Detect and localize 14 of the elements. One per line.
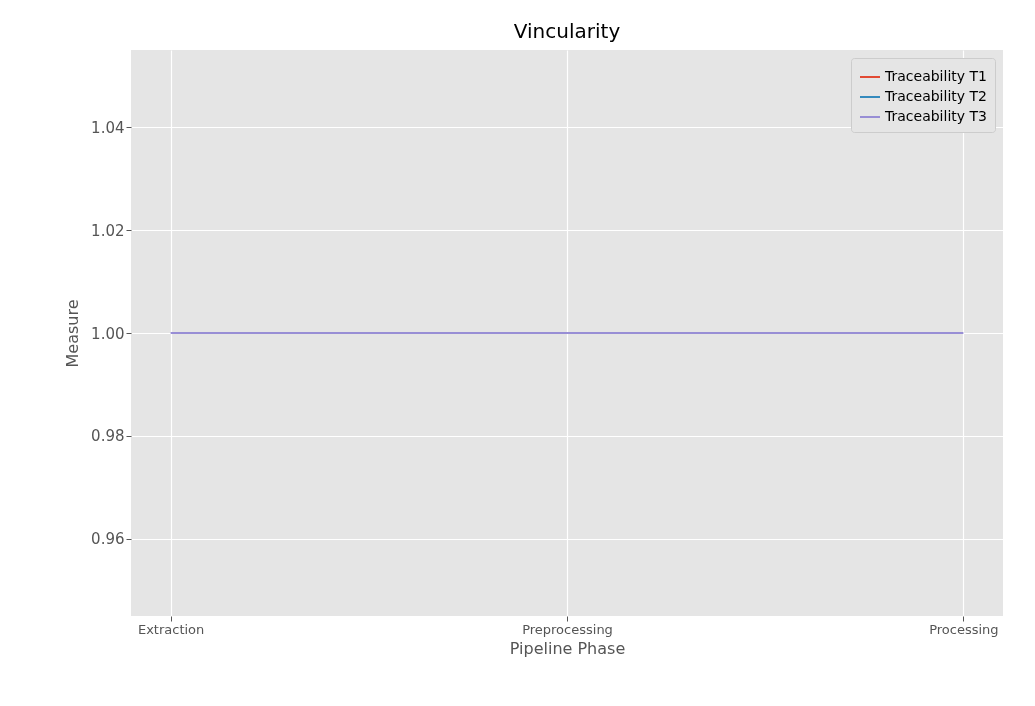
y-tick-label: 1.02 — [91, 221, 125, 240]
x-tick-label: Preprocessing — [522, 621, 613, 637]
y-tick-label: 0.98 — [91, 427, 125, 446]
x-axis-title: Pipeline Phase — [509, 638, 626, 658]
y-tick-label: 0.96 — [91, 530, 125, 549]
y-tick-label: 1.00 — [91, 324, 125, 343]
x-tick-label: Processing — [929, 621, 999, 637]
chart-title: Vincularity — [513, 19, 621, 43]
x-tick-label: Extraction — [137, 621, 205, 637]
y-tick-label: 1.04 — [91, 118, 125, 137]
y-axis-title: Measure — [63, 299, 83, 368]
legend-label: Traceability T1 — [884, 68, 987, 84]
legend-label: Traceability T3 — [884, 108, 987, 124]
legend-label: Traceability T2 — [884, 88, 987, 104]
